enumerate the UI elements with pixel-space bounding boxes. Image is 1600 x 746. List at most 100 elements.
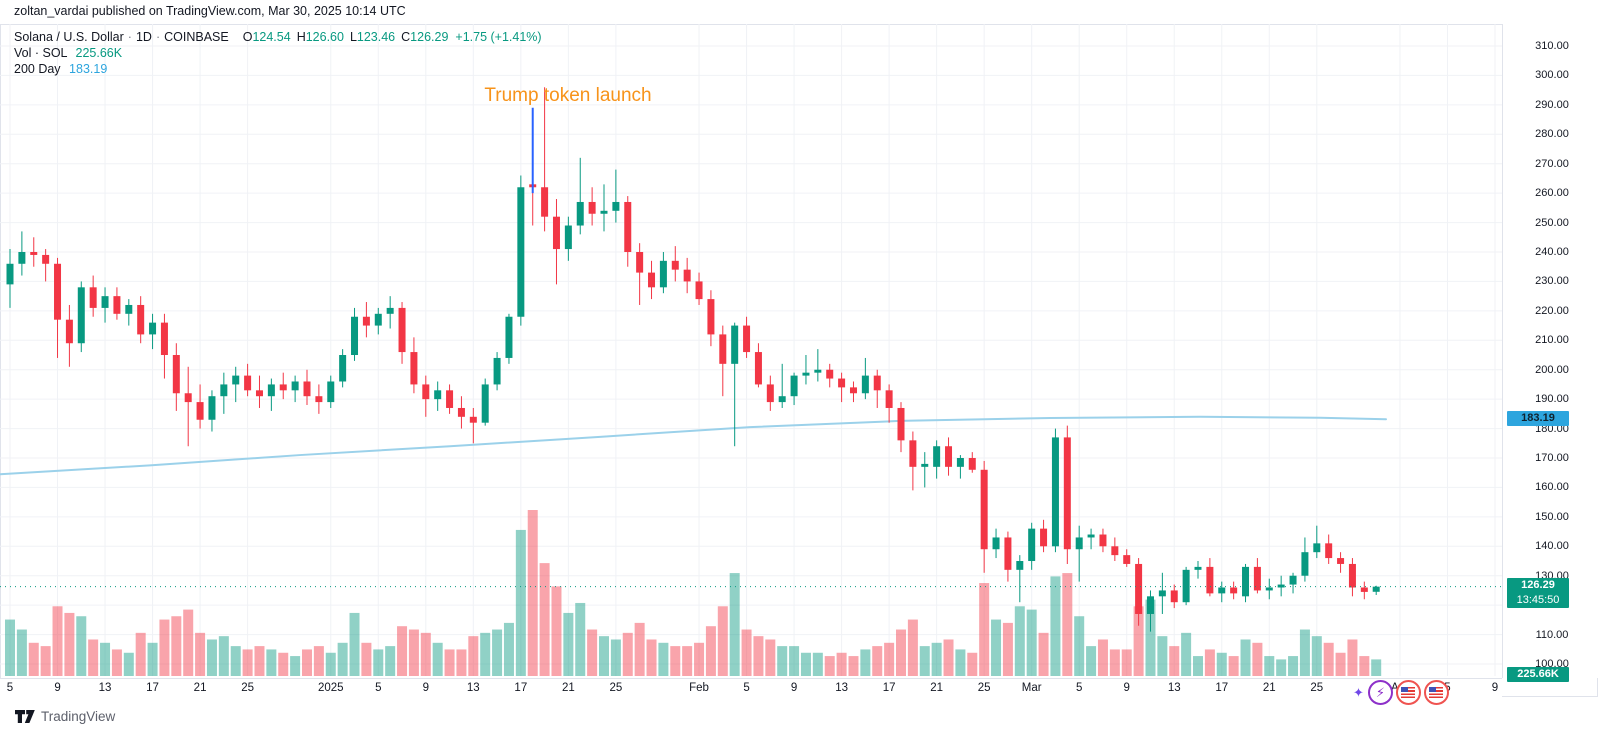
price-chart-canvas[interactable]: [0, 24, 1502, 678]
volume-bar: [717, 606, 728, 676]
candle-body: [1313, 543, 1321, 553]
volume-bar: [503, 622, 514, 676]
volume-bar: [824, 656, 835, 676]
candle-body: [267, 384, 275, 397]
time-axis-label: 17: [514, 682, 528, 694]
candle-body: [172, 355, 180, 394]
price-axis-label: 150.00: [1535, 510, 1569, 523]
volume-bar: [254, 646, 265, 676]
candle-body: [778, 396, 786, 403]
candle-body: [1040, 528, 1048, 547]
exchange-label: COINBASE: [164, 30, 229, 44]
candle-body: [54, 263, 62, 320]
candle-body: [588, 201, 596, 214]
price-axis[interactable]: 183.19 126.29 13:45:50 225.66K 100.00 110…: [1502, 24, 1600, 682]
volume-bar: [1181, 632, 1192, 676]
candle-body: [754, 352, 762, 385]
time-axis-label: 17: [146, 682, 159, 694]
volume-bar: [765, 639, 776, 676]
candle-body: [992, 537, 1000, 550]
candle-body: [1146, 596, 1154, 614]
volume-bar: [907, 619, 918, 676]
candle-body: [1075, 537, 1083, 550]
candle-body: [695, 281, 703, 300]
price-axis-label: 170.00: [1535, 452, 1569, 464]
candle-body: [802, 372, 810, 376]
time-axis-label: 9: [1123, 682, 1130, 694]
chart-container[interactable]: ✦ ⚡: [0, 24, 1598, 705]
candle-body: [1016, 561, 1024, 570]
candle-body: [873, 375, 881, 391]
candle-body: [1337, 558, 1345, 564]
volume-bar: [432, 642, 443, 676]
ohlc-key: L: [349, 30, 357, 44]
candle-body: [1087, 534, 1095, 538]
volume-bar: [575, 602, 586, 676]
volume-bar: [1086, 646, 1097, 676]
lightning-glyph: ⚡: [1375, 684, 1385, 700]
time-axis-label: 25: [241, 682, 254, 694]
tradingview-logo[interactable]: TradingView: [14, 709, 115, 724]
candle-body: [814, 369, 822, 373]
last-price-value: 126.29: [1521, 579, 1555, 591]
candle-body: [552, 216, 560, 250]
candle-body: [612, 201, 620, 211]
candle-body: [469, 416, 477, 423]
candle-body: [481, 384, 489, 423]
volume-bar: [587, 629, 598, 676]
candle-body: [422, 384, 430, 400]
volume-bar: [931, 642, 942, 676]
volume-bar: [171, 616, 182, 676]
candle-body: [196, 402, 204, 420]
candle-body: [648, 272, 656, 288]
candle-body: [707, 299, 715, 335]
volume-bar: [230, 646, 241, 676]
volume-bar: [705, 626, 716, 676]
price-axis-label: 160.00: [1535, 481, 1569, 494]
volume-bar: [76, 616, 87, 676]
candle-body: [731, 325, 739, 364]
volume-bar: [1264, 656, 1275, 676]
candle-body: [149, 322, 157, 335]
time-axis-label: Feb: [689, 682, 709, 694]
ohlc-value: 123.46: [356, 30, 396, 44]
candle-body: [30, 252, 38, 255]
candle-body: [410, 352, 418, 385]
us-flag-reaction-icon-2[interactable]: [1423, 680, 1449, 705]
volume-bar: [1347, 639, 1358, 676]
volume-bar: [1335, 652, 1346, 676]
candle-body: [351, 316, 359, 356]
time-axis-label: 9: [54, 682, 61, 694]
price-axis-label: 260.00: [1535, 187, 1569, 200]
candle-body: [42, 254, 50, 264]
volume-bar: [1288, 656, 1299, 676]
volume-bar: [563, 612, 574, 676]
reactions-bar: ✦ ⚡: [1353, 680, 1449, 705]
us-flag-reaction-icon[interactable]: [1395, 680, 1421, 705]
candle-body: [65, 319, 73, 344]
candle-body: [909, 440, 917, 467]
volume-bar: [1014, 606, 1025, 676]
volume-bar: [266, 649, 277, 676]
sparkle-icon: ✦: [1353, 684, 1364, 700]
volume-bar: [183, 609, 194, 676]
time-axis-label: 13: [1167, 682, 1181, 694]
volume-bar: [955, 649, 966, 676]
candle-body: [434, 390, 442, 400]
time-axis-label: 17: [882, 682, 896, 694]
time-axis-label: Mar: [1021, 682, 1042, 694]
candle-body: [1289, 575, 1297, 585]
time-axis[interactable]: 5 9 13 17 21 25 2025 5 9 13 17 21 25 Feb 5 9 13 17 21 25 Mar…: [0, 678, 1502, 698]
candle-body: [945, 446, 953, 467]
lightning-reaction-icon[interactable]: ⚡: [1367, 680, 1393, 705]
volume-bar: [1240, 639, 1251, 676]
price-axis-label: 270.00: [1535, 157, 1569, 170]
time-axis-label: 13: [98, 682, 112, 694]
footer: TradingView: [0, 697, 1600, 746]
time-axis-label: 9: [790, 682, 798, 694]
volume-bar: [218, 636, 229, 676]
volume-bar: [52, 606, 63, 676]
volume-bar: [1323, 642, 1334, 676]
volume-bar: [349, 612, 360, 676]
volume-bar: [111, 649, 122, 676]
